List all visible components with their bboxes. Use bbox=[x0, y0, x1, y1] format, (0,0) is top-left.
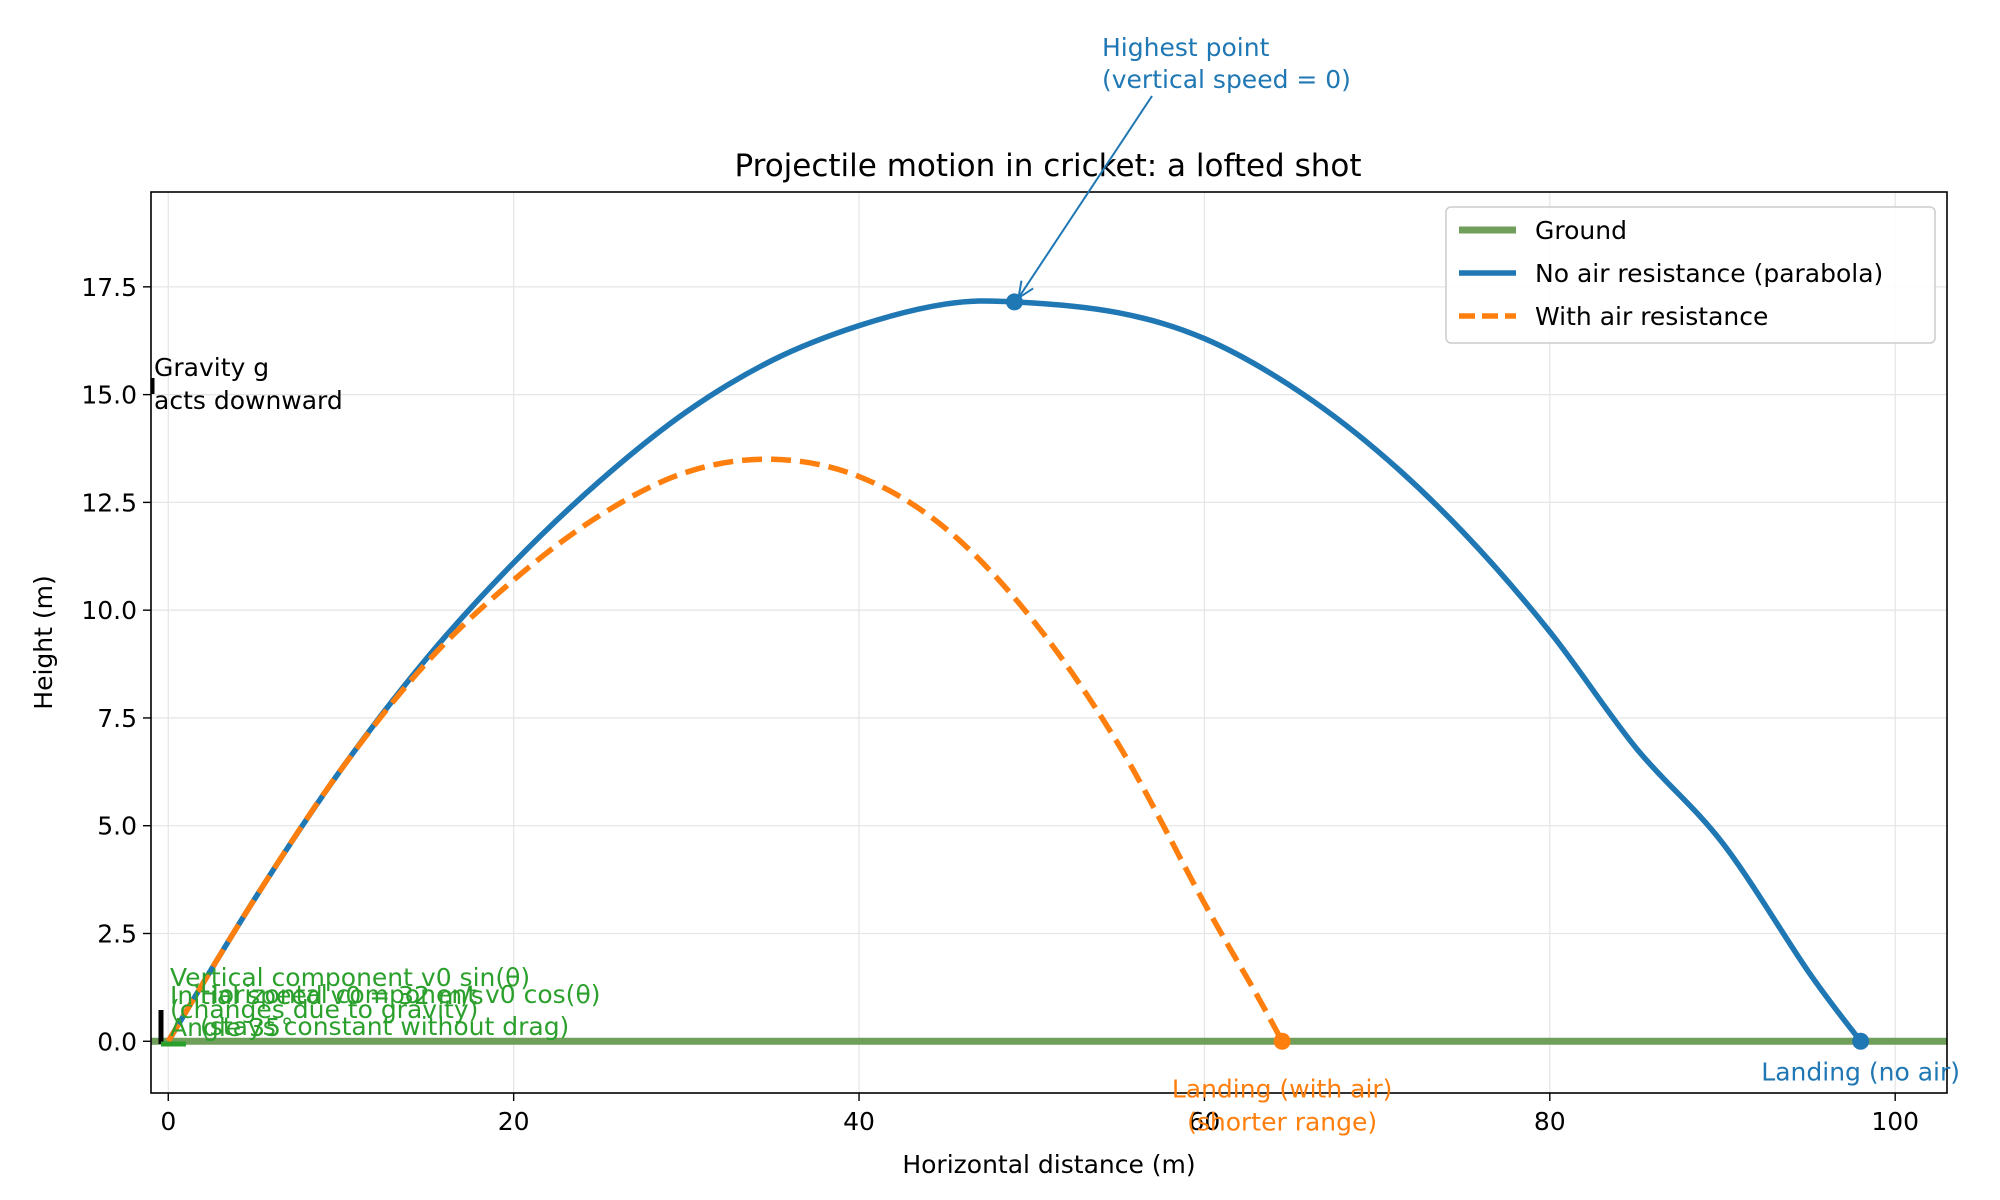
highest-point-arrow bbox=[1017, 95, 1153, 299]
legend-with-air-label: With air resistance bbox=[1535, 302, 1768, 331]
initial-speed-annotation-line-2: Angle 35° bbox=[170, 1013, 293, 1042]
legend-box bbox=[1445, 206, 1936, 344]
x-tick-label: 0 bbox=[160, 1107, 176, 1136]
y-tick-label: 10.0 bbox=[81, 596, 137, 625]
y-tick-label: 7.5 bbox=[97, 704, 137, 733]
gravity-annotation-line-1: Gravity g bbox=[154, 353, 269, 382]
x-tick-label: 80 bbox=[1534, 1107, 1566, 1136]
vertical-component-annotation-line-2: (changes due to gravity) bbox=[170, 995, 478, 1024]
x-axis-label: Horizontal distance (m) bbox=[902, 1150, 1195, 1179]
annotations: Highest point (vertical speed = 0) Landing… bbox=[151, 33, 1960, 1136]
legend-no-air-label: No air resistance (parabola) bbox=[1535, 259, 1883, 288]
legend-ground-label: Ground bbox=[1535, 216, 1627, 245]
chart-title: Projectile motion in cricket: a lofted s… bbox=[734, 148, 1361, 184]
x-axis-ticks: 0 20 40 60 80 100 bbox=[160, 1093, 1919, 1136]
y-tick-label: 15.0 bbox=[81, 381, 137, 410]
vertical-component-annotation-line-1: Vertical component v0 sin(θ) bbox=[170, 963, 530, 992]
plot-area bbox=[151, 293, 1947, 1050]
landing-with-air-annotation-line-1: Landing (with air) bbox=[1172, 1074, 1393, 1103]
axes-frame bbox=[150, 191, 1948, 1094]
initial-speed-annotation-line-1: Initial speed v0 = 32 m/s bbox=[170, 981, 484, 1010]
legend: Ground No air resistance (parabola) With a… bbox=[1445, 206, 1936, 344]
landing-no-air-marker bbox=[1852, 1032, 1870, 1050]
x-tick-label: 40 bbox=[843, 1107, 875, 1136]
horizontal-component-annotation-line-2: (stays constant without drag) bbox=[200, 1012, 569, 1041]
landing-no-air-annotation-line-1: Landing (no air) bbox=[1761, 1057, 1960, 1086]
x-tick-label: 20 bbox=[498, 1107, 530, 1136]
landing-with-air-annotation-line-2: (shorter range) bbox=[1187, 1107, 1377, 1136]
y-tick-label: 0.0 bbox=[97, 1027, 137, 1056]
x-tick-label: 60 bbox=[1189, 1107, 1221, 1136]
landing-with-air-marker bbox=[1273, 1032, 1291, 1050]
gravity-annotation-line-2: acts downward bbox=[154, 386, 343, 415]
highest-point-arrowhead bbox=[1017, 280, 1034, 301]
y-tick-label: 12.5 bbox=[81, 488, 137, 517]
y-axis-ticks: 0.0 2.5 5.0 7.5 10.0 12.5 15.0 17.5 bbox=[81, 273, 151, 1056]
y-axis-label: Height (m) bbox=[29, 575, 58, 709]
x-tick-label: 100 bbox=[1871, 1107, 1919, 1136]
y-tick-label: 17.5 bbox=[81, 273, 137, 302]
horizontal-component-annotation-line-1: Horizontal component v0 cos(θ) bbox=[200, 980, 601, 1009]
y-tick-label: 2.5 bbox=[97, 919, 137, 948]
y-tick-label: 5.0 bbox=[97, 812, 137, 841]
highest-point-annotation-line-2: (vertical speed = 0) bbox=[1102, 65, 1351, 94]
highest-point-annotation-line-1: Highest point bbox=[1102, 33, 1270, 62]
with-air-trajectory-line bbox=[165, 456, 1285, 1043]
